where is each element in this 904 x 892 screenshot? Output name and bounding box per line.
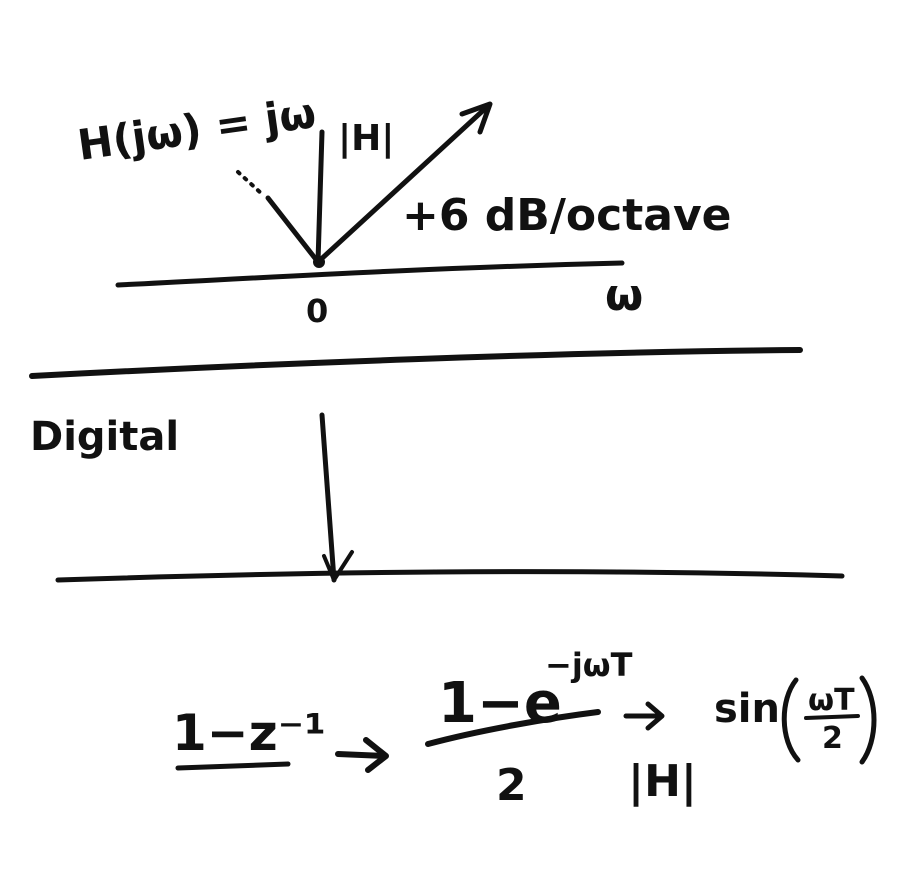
- magnitude-label: |H|: [338, 118, 394, 159]
- right-response-arrowhead: [459, 101, 493, 135]
- equation-left-expression: 1−z⁻¹: [172, 704, 326, 762]
- origin-point: [313, 256, 325, 268]
- digital-vertical-axis: [319, 412, 337, 583]
- digital-section-label: Digital: [30, 414, 179, 460]
- transfer-function-label: H(jω) = jω: [75, 88, 319, 170]
- left-response-line: [265, 195, 321, 265]
- slope-label: +6 dB/octave: [402, 190, 731, 241]
- result-open-paren: [781, 677, 801, 763]
- omega-axis: [115, 260, 625, 288]
- equation-arrow-1: [335, 751, 387, 759]
- result-close-paren: [859, 675, 877, 765]
- equation-row: 1−z⁻¹ 1−e −jωT 2 |H| sin ωT 2: [172, 646, 877, 811]
- analog-plot: H(jω) = jω |H| +6 dB/octave 0 ω: [75, 88, 732, 330]
- equation-magnitude-label: |H|: [628, 756, 697, 807]
- section-divider: [29, 347, 803, 379]
- equation-left-underline: [175, 761, 291, 771]
- origin-label: 0: [306, 292, 328, 330]
- result-argument-denominator: 2: [822, 721, 843, 756]
- right-response-line: [315, 103, 491, 265]
- digital-plot: Digital: [30, 412, 845, 583]
- magnitude-axis: [315, 129, 325, 265]
- result-function: sin: [714, 686, 780, 732]
- equation-arrowhead-1: [363, 737, 389, 773]
- digital-arrowhead: [322, 550, 354, 582]
- result-argument-bar: [804, 714, 860, 720]
- omega-axis-label: ω: [605, 270, 643, 321]
- equation-arrowhead-2: [645, 701, 665, 731]
- digital-horizontal-axis: [55, 569, 845, 583]
- result-argument-numerator: ωT: [808, 683, 855, 718]
- fraction-bar: [425, 709, 601, 747]
- fraction-denominator: 2: [496, 760, 527, 811]
- fraction-exponent: −jωT: [545, 646, 633, 684]
- left-response-dotted: [236, 170, 264, 196]
